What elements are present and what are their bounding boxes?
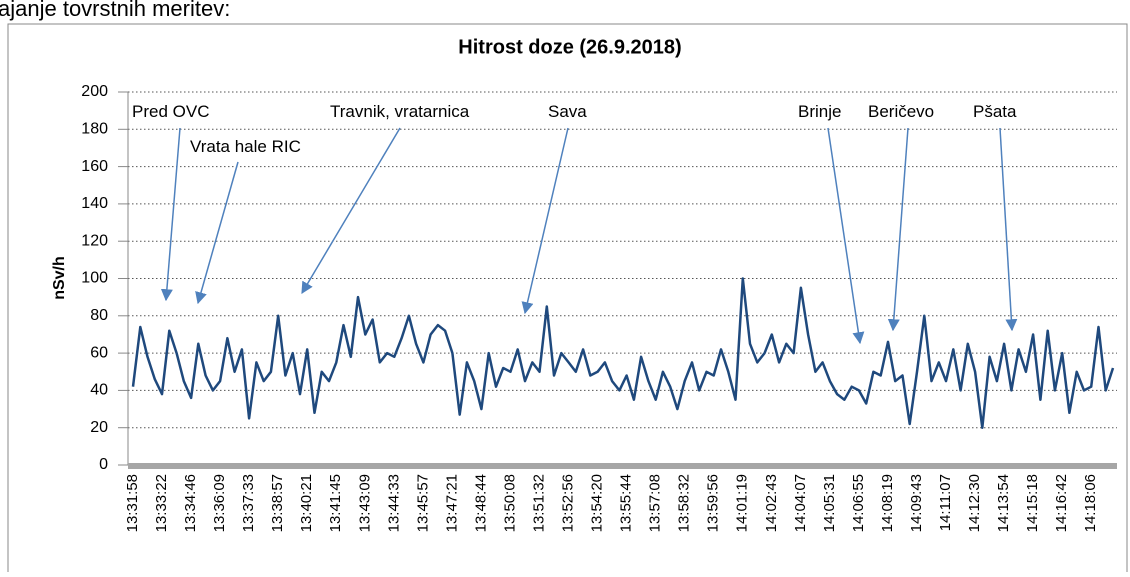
annotation: Beričevo [868, 102, 934, 121]
arrow [999, 127, 1018, 332]
chart-title: Hitrost doze (26.9.2018) [458, 36, 681, 58]
data-line [131, 277, 1115, 429]
y-tick-label: 80 [90, 307, 108, 324]
x-tick-label: 14:06:55 [850, 474, 867, 532]
annotation: Sava [548, 102, 587, 121]
x-tick-label: 13:59:56 [705, 474, 722, 532]
x-tick-label: 13:54:20 [589, 474, 606, 532]
arrow [521, 127, 569, 315]
x-tick-label: 13:47:21 [443, 474, 460, 532]
x-tick-label: 13:34:46 [182, 474, 199, 532]
arrow [301, 127, 401, 295]
arrow [160, 127, 181, 302]
y-tick-label: 140 [81, 195, 108, 212]
x-tick-label: 14:04:07 [792, 474, 809, 532]
x-tick-label: 14:01:19 [734, 474, 751, 532]
x-tick-label: 14:11:07 [937, 474, 954, 531]
y-tick-label: 40 [90, 382, 108, 399]
x-tick-label: 13:50:08 [501, 474, 518, 532]
x-tick-label: 13:52:56 [560, 474, 577, 532]
x-tick-label: 14:16:42 [1053, 474, 1070, 532]
x-tick-label: 13:41:45 [327, 474, 344, 532]
arrow [195, 161, 239, 305]
x-tick-label: 13:43:09 [356, 474, 373, 532]
arrow [887, 127, 909, 332]
x-tick-label: 13:48:44 [472, 474, 489, 532]
x-tick-label: 13:58:32 [676, 474, 693, 532]
x-tick-label: 14:13:54 [995, 474, 1012, 532]
x-tick-label: 13:37:33 [240, 474, 257, 532]
annotation: Travnik, vratarnica [330, 102, 470, 121]
page-text: ajanje tovrstnih meritev: [0, 0, 230, 21]
y-tick-label: 200 [81, 83, 108, 100]
x-tick-label: 13:55:44 [618, 474, 635, 532]
x-tick-label: 13:57:08 [647, 474, 664, 532]
x-tick-label: 13:45:57 [414, 474, 431, 532]
x-tick-label: 14:12:30 [966, 474, 983, 532]
x-tick-label: 14:02:43 [763, 474, 780, 532]
y-tick-label: 120 [81, 232, 108, 249]
grid: 0 20 40 60 80 100 120 140 160 180 200 13:31:58 13:33… [81, 83, 1117, 532]
x-tick-label: 14:18:06 [1082, 474, 1099, 532]
y-axis-label: nSv/h [51, 256, 68, 300]
x-tick-label: 13:38:57 [269, 474, 286, 532]
x-tick-label: 14:05:31 [821, 474, 838, 532]
annotation: Pšata [973, 102, 1017, 121]
annotation: Pred OVC [132, 102, 209, 121]
annotation: Brinje [798, 102, 841, 121]
x-tick-label: 13:31:58 [124, 474, 141, 532]
y-tick-label: 0 [99, 456, 108, 473]
x-tick-label: 13:40:21 [298, 474, 315, 532]
y-tick-label: 20 [90, 419, 108, 436]
x-tick-label: 13:51:32 [530, 474, 547, 532]
x-tick-label: 13:44:33 [385, 474, 402, 532]
x-tick-label: 14:15:18 [1024, 474, 1041, 532]
annotations: Pred OVC Vrata hale RIC Travnik, vratarn… [132, 102, 1018, 345]
x-tick-label: 13:33:22 [153, 474, 170, 532]
y-tick-label: 160 [81, 158, 108, 175]
x-tick-label: 13:36:09 [211, 474, 228, 532]
y-tick-label: 180 [81, 121, 108, 138]
x-tick-label: 14:08:19 [879, 474, 896, 532]
arrow [827, 127, 865, 345]
annotation: Vrata hale RIC [190, 137, 301, 156]
chart-frame [7, 23, 1128, 577]
y-tick-label: 60 [90, 344, 108, 361]
x-tick-label: 14:09:43 [908, 474, 925, 532]
y-tick-label: 100 [81, 270, 108, 287]
x-axis [128, 463, 1117, 469]
